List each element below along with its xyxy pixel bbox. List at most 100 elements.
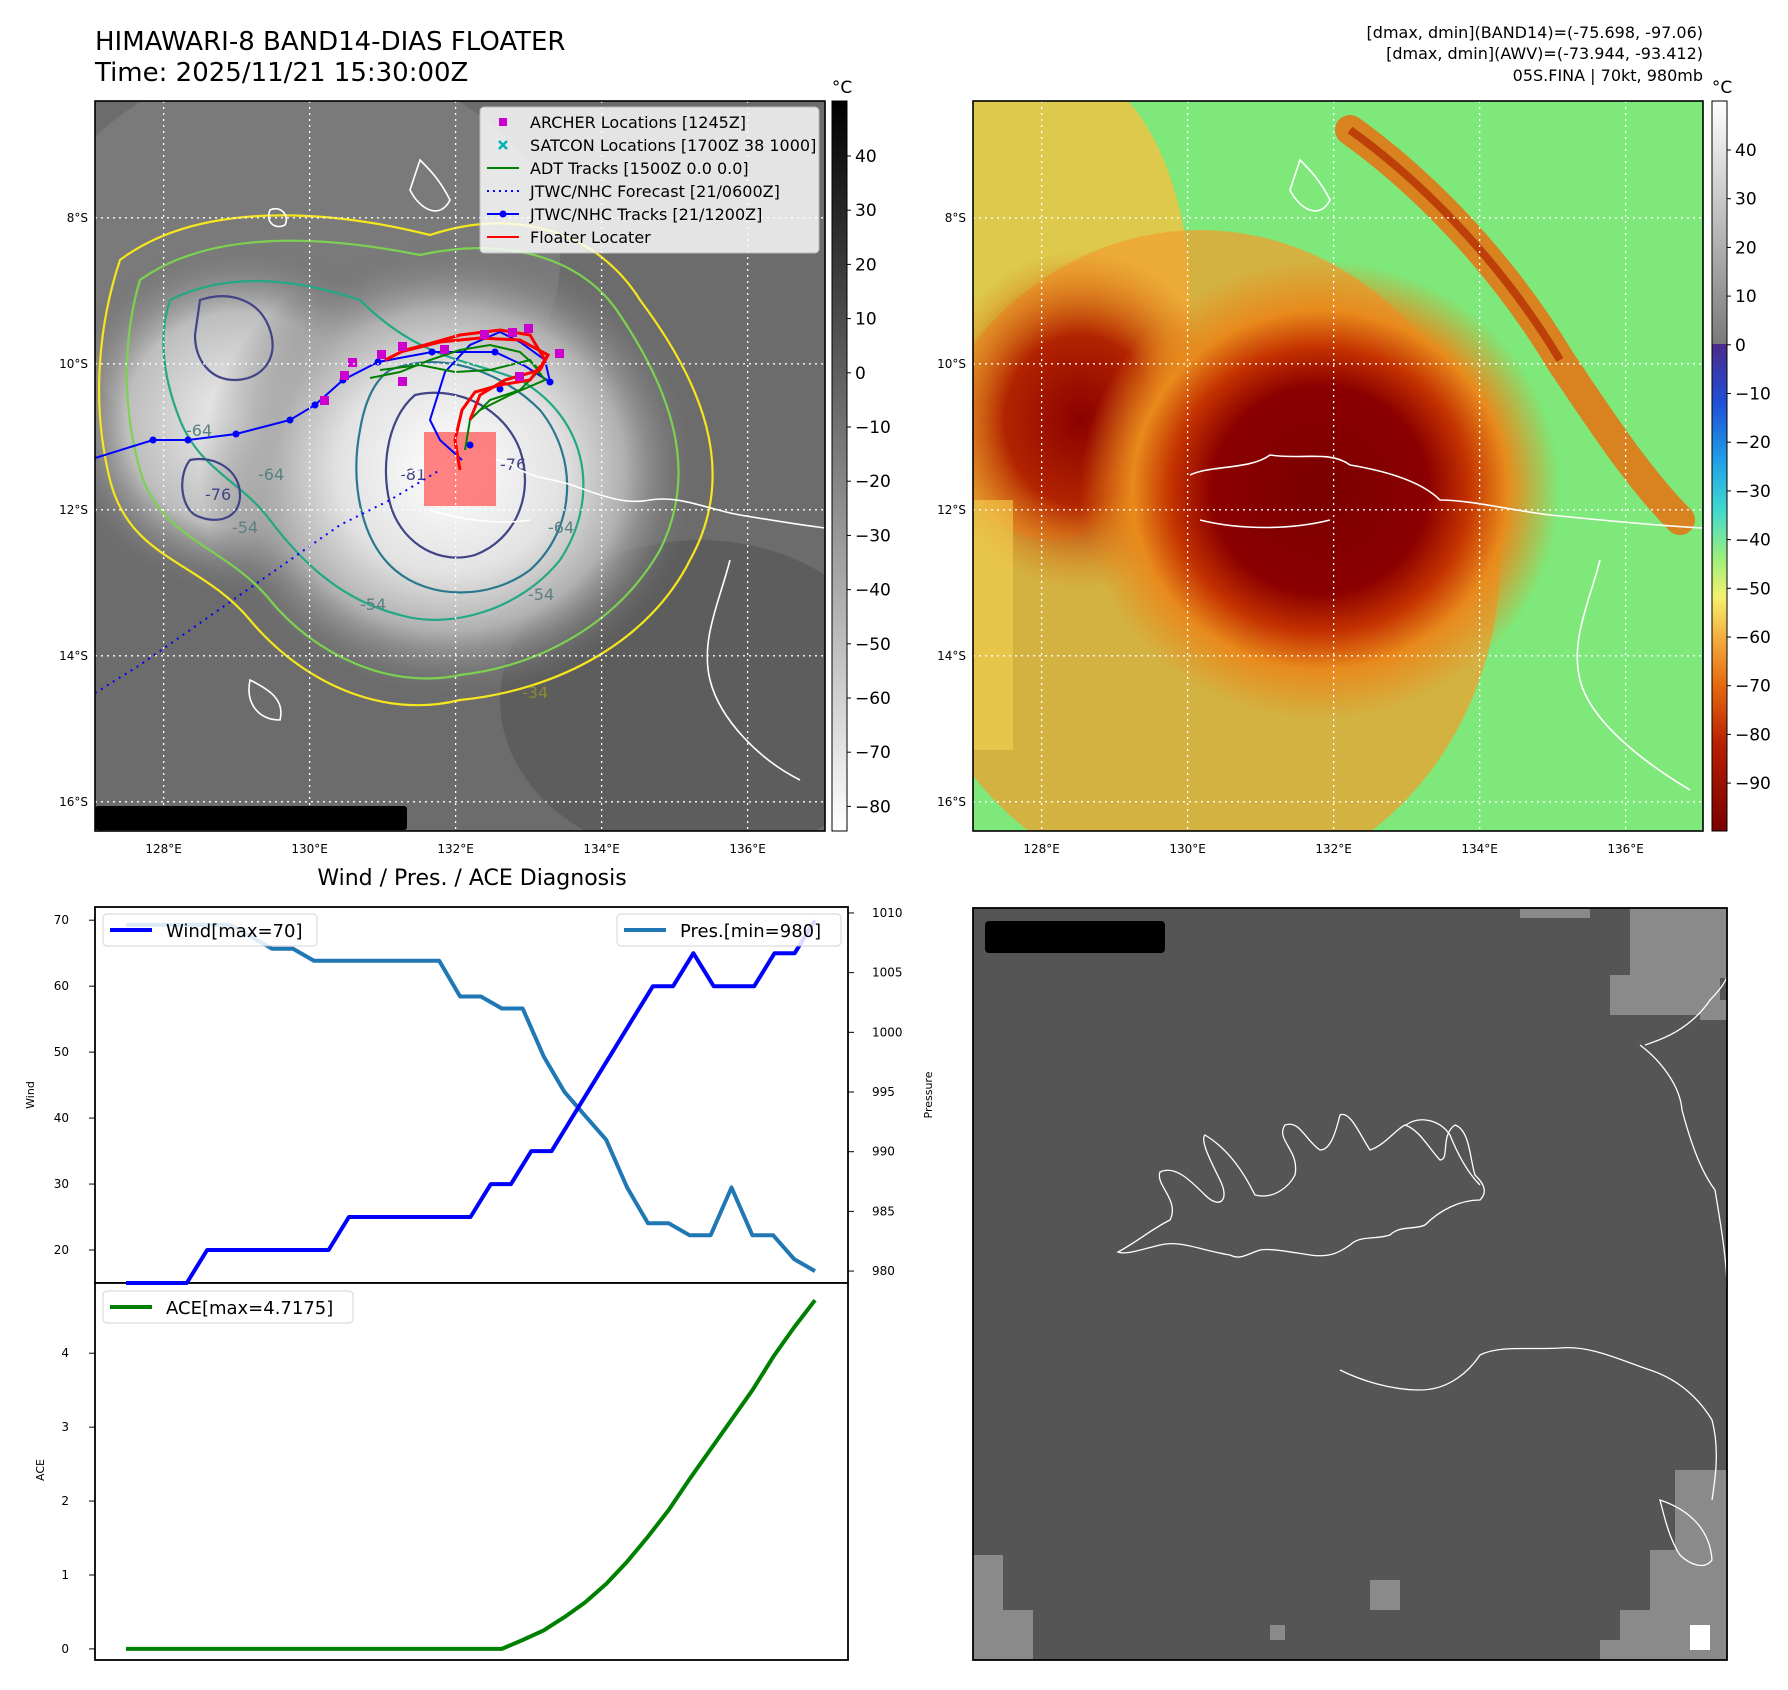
ir-legend-label: JTWC/NHC Forecast [21/0600Z] [529,182,780,201]
stats-storm: 05S.FINA | 70kt, 980mb [1513,66,1703,85]
awv-colorbar-tick: 20 [1735,238,1757,258]
wind-tick-label: 60 [54,979,69,993]
awv-colorbar-tick: −10 [1735,385,1771,405]
pressure-tick-label: 985 [872,1204,895,1218]
pressure-tick-label: 990 [872,1145,895,1159]
awv-colorbar-tick: −20 [1735,433,1771,453]
figure-title: HIMAWARI-8 BAND14-DIAS FLOATER [95,27,565,57]
awv-colorbar-unit: °C [1712,78,1732,98]
wind-legend: Wind[max=70] [102,913,318,947]
awv-colorbar-tick: 10 [1735,287,1757,307]
ir-lat-tick-label: 12°S [59,503,88,517]
awv-lon-tick-label: 134°E [1461,842,1498,856]
wmg-cells [973,908,1727,1660]
ir-legend-label: JTWC/NHC Tracks [21/1200Z] [529,205,762,224]
ir-colorbar-tick: −70 [855,743,891,763]
wind-tick-label: 70 [54,913,69,927]
awv-lon-tick-label: 128°E [1023,842,1060,856]
stats-awv: [dmax, dmin](AWV)=(-73.944, -93.412) [1386,44,1703,63]
ir-lat-tick-label: 10°S [59,357,88,371]
ir-lat-tick-label: 14°S [59,649,88,663]
ir-colorbar-tick: −40 [855,581,891,601]
stats-band14: [dmax, dmin](BAND14)=(-75.698, -97.06) [1367,23,1703,42]
contour-label: -81 [400,465,426,484]
awv-map-panel [972,100,1704,832]
ir-lon-tick-label: 130°E [291,842,328,856]
adt-track-line [379,358,547,411]
ir-lon-tick-label: 128°E [145,842,182,856]
ir-map-panel: -64 -54 -64 -81 -76 -76 -54 -64 -54 -34 [94,100,826,832]
jtwc-forecast-line [95,469,441,694]
awv-lon-tick-label: 132°E [1315,842,1352,856]
pressure-tick-label: 1005 [872,966,903,980]
ir-legend-entry: Floater Locater [487,228,651,247]
ir-colorbar: °C [831,78,852,832]
wind-legend-label: Wind[max=70] [166,921,303,942]
awv-colorbar-tick: −80 [1735,725,1771,745]
diag-panel: Wind Pressure ACE 7060504030201010100510… [24,906,935,1661]
pressure-tick-label: 1010 [872,906,903,920]
x-marker-icon [498,140,508,150]
ir-lat-tick-label: 8°S [67,211,88,225]
pres-legend-label: Pres.[min=980] [680,921,821,942]
contour-label: -54 [232,518,258,537]
awv-lat-tick-label: 14°S [937,649,966,663]
ir-legend-label: ARCHER Locations [1245Z] [530,113,746,132]
contour-label: -76 [205,485,231,504]
wmg-badge [985,921,1165,953]
awv-coastline [1189,158,1703,791]
contour-label: -54 [360,595,386,614]
pres-legend: Pres.[min=980] [616,913,842,947]
ir-colorbar-tick: −30 [855,526,891,546]
ir-legend-entry: ARCHER Locations [1245Z] [499,113,746,132]
pressure-tick-label: 1000 [872,1025,903,1039]
awv-storm-core [1080,260,1560,720]
wind-pres-axes [94,906,849,1284]
ir-colorbar-tick: 10 [855,310,877,330]
wind-tick-label: 20 [54,1243,69,1257]
ir-lon-tick-label: 136°E [729,842,766,856]
diag-title: Wind / Pres. / ACE Diagnosis [317,866,626,891]
ace-axis-label: ACE [34,1459,47,1481]
awv-lon-tick-label: 130°E [1169,842,1206,856]
ir-legend-entry: SATCON Locations [1700Z 38 1000] [498,136,816,155]
ace-legend: ACE[max=4.7175] [102,1290,354,1324]
awv-lat-tick-label: 10°S [937,357,966,371]
pressure-axis-label: Pressure [922,1071,935,1118]
awv-lat-tick-label: 8°S [945,211,966,225]
ir-lon-tick-label: 134°E [583,842,620,856]
wmg-frame [972,907,1728,1661]
awv-colorbar-tick: 40 [1735,141,1757,161]
wind-tick-label: 40 [54,1111,69,1125]
ir-contours [98,214,714,707]
ir-colorbar-tick: −80 [855,797,891,817]
ace-tick-label: 0 [61,1642,69,1656]
awv-map-frame [972,100,1704,832]
archer-markers [320,324,564,405]
wind-series-line [126,919,817,1285]
wmg-count-label: WMG Count: 0 [993,925,1154,949]
ir-colorbar-tick: −10 [855,418,891,438]
awv-colorbar-tick: 0 [1735,336,1746,356]
ace-tick-label: 2 [61,1494,69,1508]
awv-colorbar-tick: −40 [1735,531,1771,551]
copyright-text: Copyright © 2020-2025 Dapiya [100,809,379,828]
ir-legend-entry: JTWC/NHC Forecast [21/0600Z] [487,182,780,201]
ir-colorbar-tick: −20 [855,472,891,492]
awv-colorbar-tick: −90 [1735,774,1771,794]
awv-colorbar: °C [1711,78,1732,832]
wmg-background [973,908,1727,1660]
awv-colorbar-tick: −30 [1735,482,1771,502]
ir-lon-tick-label: 132°E [437,842,474,856]
wind-tick-label: 50 [54,1045,69,1059]
ir-colorbar-unit: °C [832,78,852,98]
wind-axis-label: Wind [24,1081,37,1109]
wmg-coastline [1116,974,1727,1567]
awv-colorbar-tick: −60 [1735,628,1771,648]
awv-colorbar-tick: 30 [1735,190,1757,210]
ir-legend-entry: ADT Tracks [1500Z 0.0 0.0] [487,159,749,178]
ir-legend-label: Floater Locater [530,228,651,247]
ir-legend-label: ADT Tracks [1500Z 0.0 0.0] [530,159,749,178]
contour-label: -34 [522,683,548,702]
awv-colorbar-tick: −50 [1735,579,1771,599]
